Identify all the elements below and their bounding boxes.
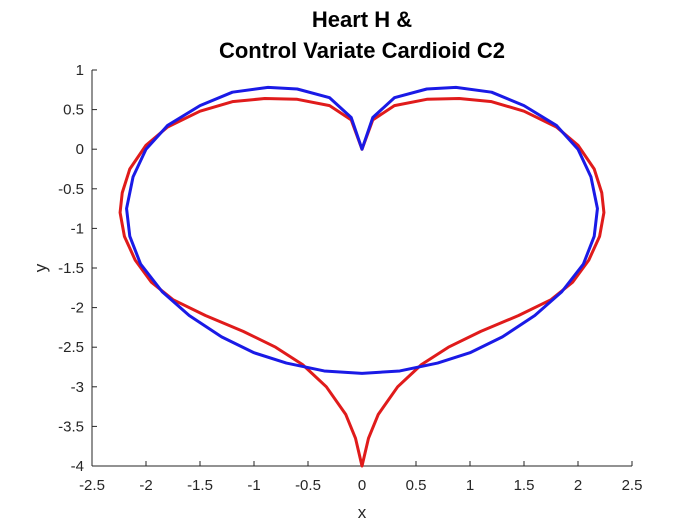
y-tick-label: -2.5	[58, 339, 84, 356]
x-tick-label: 1.5	[514, 477, 535, 494]
y-tick-label: -2	[71, 300, 84, 317]
x-tick-label: 0	[358, 477, 366, 494]
plot-area: -2.5 -2 -1.5 -1 -0.5 0 0.5 1 1.5 2 2.5 1 0.5 0 -0.5 -1 -…	[58, 62, 642, 494]
x-tick-label: -2.5	[79, 477, 105, 494]
y-tick-label: 0	[76, 141, 84, 158]
x-tick-label: -0.5	[295, 477, 321, 494]
y-tick-label: -4	[71, 458, 84, 475]
chart-title-line-1: Heart H &	[312, 7, 412, 32]
y-tick-label: -1	[71, 220, 84, 237]
series-line-2	[125, 85, 599, 375]
y-tick-label: -3	[71, 379, 84, 396]
y-tick-label: -1.5	[58, 260, 84, 277]
y-tick-label: -3.5	[58, 418, 84, 435]
x-tick-label: -1	[247, 477, 260, 494]
x-tick-label: 1	[466, 477, 474, 494]
series-line-1	[118, 97, 606, 468]
y-axis-label: y	[31, 263, 50, 272]
x-tick-label: 0.5	[406, 477, 427, 494]
x-tick-label: 2.5	[622, 477, 643, 494]
y-tick-label: 1	[76, 62, 84, 79]
x-axis-label: x	[358, 503, 367, 522]
y-tick-label: -0.5	[58, 181, 84, 198]
chart-title-line-2: Control Variate Cardioid C2	[219, 38, 505, 63]
x-tick-label: 2	[574, 477, 582, 494]
y-tick-label: 0.5	[63, 102, 84, 119]
x-tick-label: -1.5	[187, 477, 213, 494]
x-tick-label: -2	[139, 477, 152, 494]
